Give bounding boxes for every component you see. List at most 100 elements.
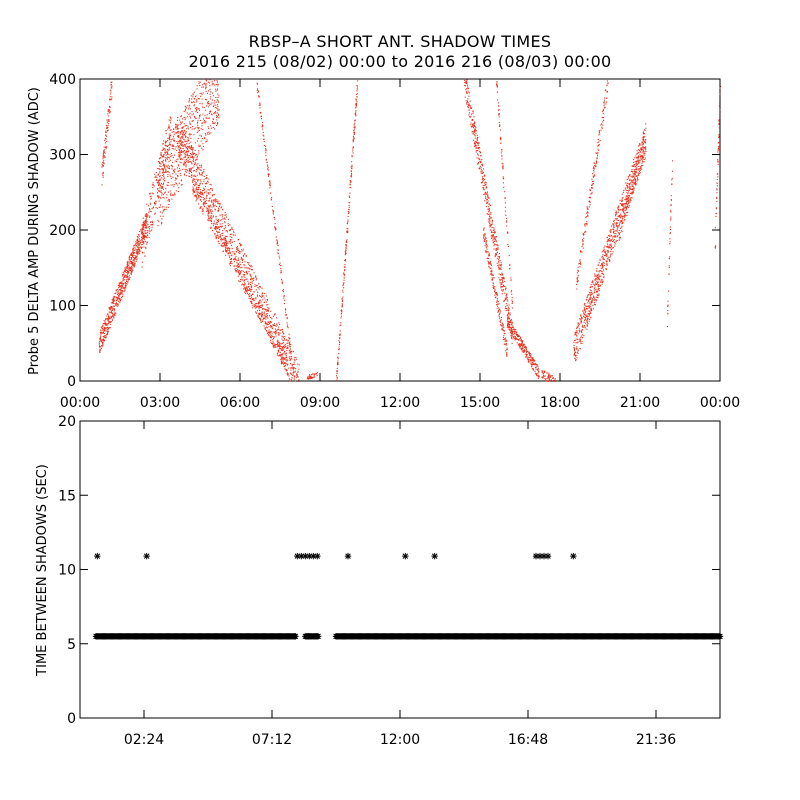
data-point — [211, 199, 213, 201]
data-point — [210, 218, 212, 220]
data-point — [607, 245, 609, 247]
data-point — [496, 262, 498, 264]
data-point — [146, 230, 148, 232]
data-point — [185, 161, 187, 163]
data-point — [602, 273, 604, 275]
data-point — [348, 209, 350, 211]
data-point — [192, 120, 194, 122]
data-point — [518, 344, 520, 346]
data-point — [128, 270, 130, 272]
data-point — [185, 132, 187, 134]
data-point — [523, 349, 525, 351]
data-point — [165, 140, 167, 142]
data-point — [536, 375, 538, 377]
data-point — [174, 140, 176, 142]
data-point — [489, 262, 491, 264]
data-point — [110, 311, 112, 313]
data-point — [277, 249, 279, 251]
data-point — [600, 275, 602, 277]
data-point — [468, 105, 470, 107]
data-point — [246, 271, 248, 273]
data-point — [613, 220, 615, 222]
data-point — [202, 145, 204, 147]
data-point — [241, 249, 243, 251]
data-point — [197, 108, 199, 110]
data-point — [244, 283, 246, 285]
data-point — [534, 360, 536, 362]
data-point — [109, 321, 111, 323]
data-point — [199, 185, 201, 187]
data-point — [644, 147, 646, 149]
data-point — [109, 312, 111, 314]
data-point — [466, 79, 468, 81]
data-point — [144, 232, 146, 234]
data-point — [488, 203, 490, 205]
data-point — [613, 239, 615, 241]
data-point — [181, 145, 183, 147]
data-point — [261, 316, 263, 318]
data-point — [265, 149, 267, 151]
data-point — [580, 330, 582, 332]
data-point — [342, 284, 344, 286]
data-point — [517, 336, 519, 338]
data-point — [215, 104, 217, 106]
data-point — [136, 253, 138, 255]
data-point — [146, 216, 148, 218]
data-point — [216, 114, 218, 116]
data-point — [354, 131, 356, 133]
data-point — [281, 363, 283, 365]
data-point — [351, 156, 353, 158]
data-point — [506, 315, 508, 317]
data-point — [505, 310, 507, 312]
data-point — [495, 244, 497, 246]
data-point — [141, 224, 143, 226]
data-point — [522, 350, 524, 352]
data-point — [239, 245, 241, 247]
data-point — [199, 102, 201, 104]
data-point — [177, 158, 179, 160]
data-point — [267, 299, 269, 301]
data-point — [144, 222, 146, 224]
data-point — [189, 133, 191, 135]
data-point — [279, 347, 281, 349]
data-point — [285, 356, 287, 358]
data-point — [197, 189, 199, 191]
data-point — [577, 333, 579, 335]
data-point — [119, 285, 121, 287]
data-point — [229, 263, 231, 265]
data-point — [109, 106, 111, 108]
data-point — [248, 262, 250, 264]
data-point — [187, 156, 189, 158]
data-point — [214, 227, 216, 229]
data-point — [491, 271, 493, 273]
data-point — [102, 155, 104, 157]
data-track — [192, 178, 289, 375]
data-point — [283, 365, 285, 367]
data-point — [495, 292, 497, 294]
data-point — [171, 155, 173, 157]
data-point — [108, 307, 110, 309]
data-point — [502, 168, 504, 170]
data-point — [609, 247, 611, 249]
data-point — [310, 377, 312, 379]
data-point — [149, 230, 151, 232]
data-point — [508, 326, 510, 328]
data-point — [577, 322, 579, 324]
data-point — [194, 182, 196, 184]
data-point — [488, 219, 490, 221]
data-point — [189, 104, 191, 106]
data-point — [184, 139, 186, 141]
data-point — [503, 330, 505, 332]
data-point — [250, 277, 252, 279]
data-point — [207, 103, 209, 105]
data-point — [165, 130, 167, 132]
data-point — [103, 329, 105, 331]
data-point — [206, 183, 208, 185]
data-point — [485, 184, 487, 186]
data-point — [225, 254, 227, 256]
data-point — [163, 206, 165, 208]
data-point — [105, 134, 107, 136]
data-point — [254, 307, 256, 309]
data-point — [132, 252, 134, 254]
data-point — [521, 348, 523, 350]
